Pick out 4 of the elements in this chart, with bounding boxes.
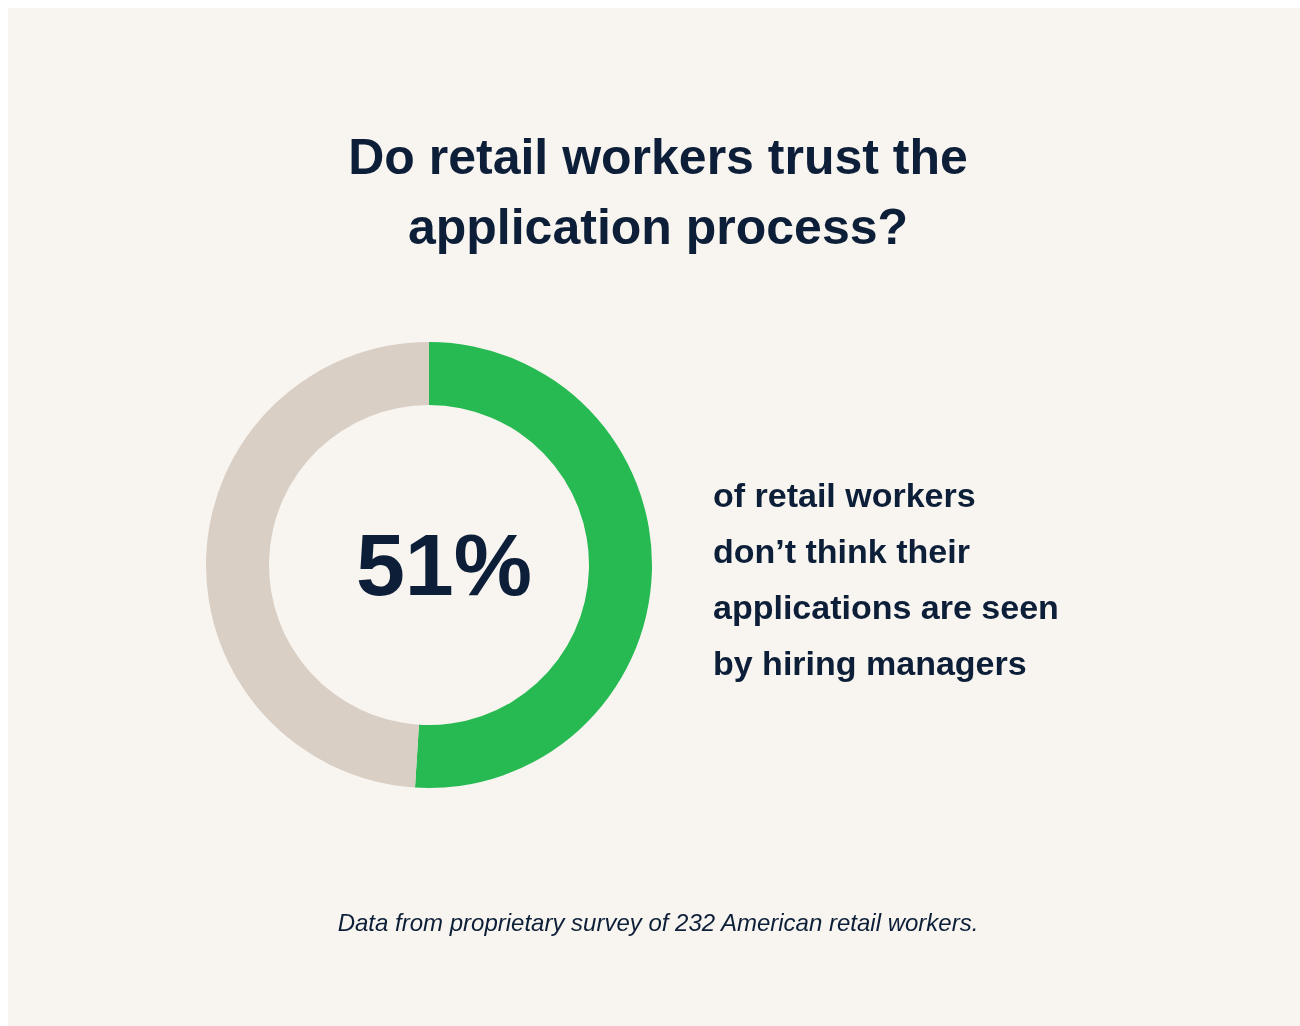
- chart-title: Do retail workers trust the application process?: [348, 129, 968, 255]
- text: of retail workers don’t think their applications are seen by hiring managers: [713, 476, 1059, 682]
- text: Data from proprietary survey of 232 American retail workers.: [337, 909, 979, 936]
- data-label: 51%: [355, 515, 533, 614]
